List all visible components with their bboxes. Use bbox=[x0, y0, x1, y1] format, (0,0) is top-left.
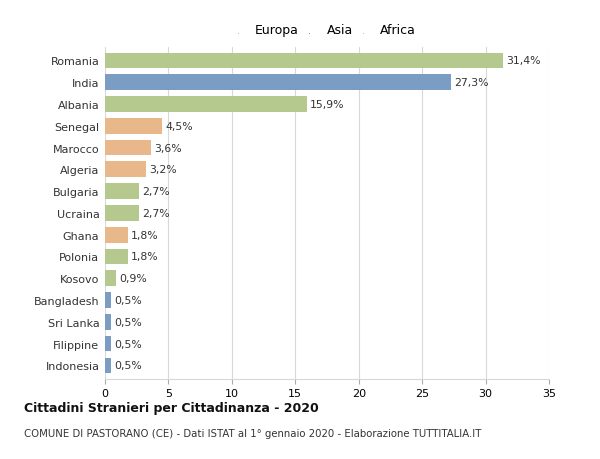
Text: 2,7%: 2,7% bbox=[142, 208, 170, 218]
Text: 27,3%: 27,3% bbox=[454, 78, 489, 88]
Bar bbox=[105, 75, 451, 91]
Text: 0,5%: 0,5% bbox=[115, 339, 142, 349]
Bar bbox=[105, 140, 151, 156]
Text: 2,7%: 2,7% bbox=[142, 187, 170, 197]
Text: 4,5%: 4,5% bbox=[165, 122, 193, 131]
Text: 3,2%: 3,2% bbox=[149, 165, 176, 175]
Text: 0,5%: 0,5% bbox=[115, 296, 142, 305]
Text: 0,5%: 0,5% bbox=[115, 361, 142, 370]
Bar bbox=[105, 97, 307, 112]
Bar bbox=[105, 184, 139, 200]
Bar bbox=[105, 292, 112, 308]
Text: 15,9%: 15,9% bbox=[310, 100, 344, 110]
Legend: Europa, Asia, Africa: Europa, Asia, Africa bbox=[235, 22, 419, 39]
Bar bbox=[105, 358, 112, 374]
Bar bbox=[105, 336, 112, 352]
Bar bbox=[105, 118, 162, 134]
Text: 1,8%: 1,8% bbox=[131, 252, 158, 262]
Text: COMUNE DI PASTORANO (CE) - Dati ISTAT al 1° gennaio 2020 - Elaborazione TUTTITAL: COMUNE DI PASTORANO (CE) - Dati ISTAT al… bbox=[24, 428, 481, 438]
Bar bbox=[105, 271, 116, 286]
Text: 31,4%: 31,4% bbox=[506, 56, 541, 66]
Text: 0,5%: 0,5% bbox=[115, 317, 142, 327]
Bar bbox=[105, 227, 128, 243]
Text: 1,8%: 1,8% bbox=[131, 230, 158, 240]
Bar bbox=[105, 314, 112, 330]
Bar bbox=[105, 206, 139, 221]
Bar bbox=[105, 53, 503, 69]
Text: Cittadini Stranieri per Cittadinanza - 2020: Cittadini Stranieri per Cittadinanza - 2… bbox=[24, 402, 319, 414]
Bar bbox=[105, 162, 146, 178]
Bar bbox=[105, 249, 128, 265]
Text: 3,6%: 3,6% bbox=[154, 143, 181, 153]
Text: 0,9%: 0,9% bbox=[119, 274, 148, 284]
